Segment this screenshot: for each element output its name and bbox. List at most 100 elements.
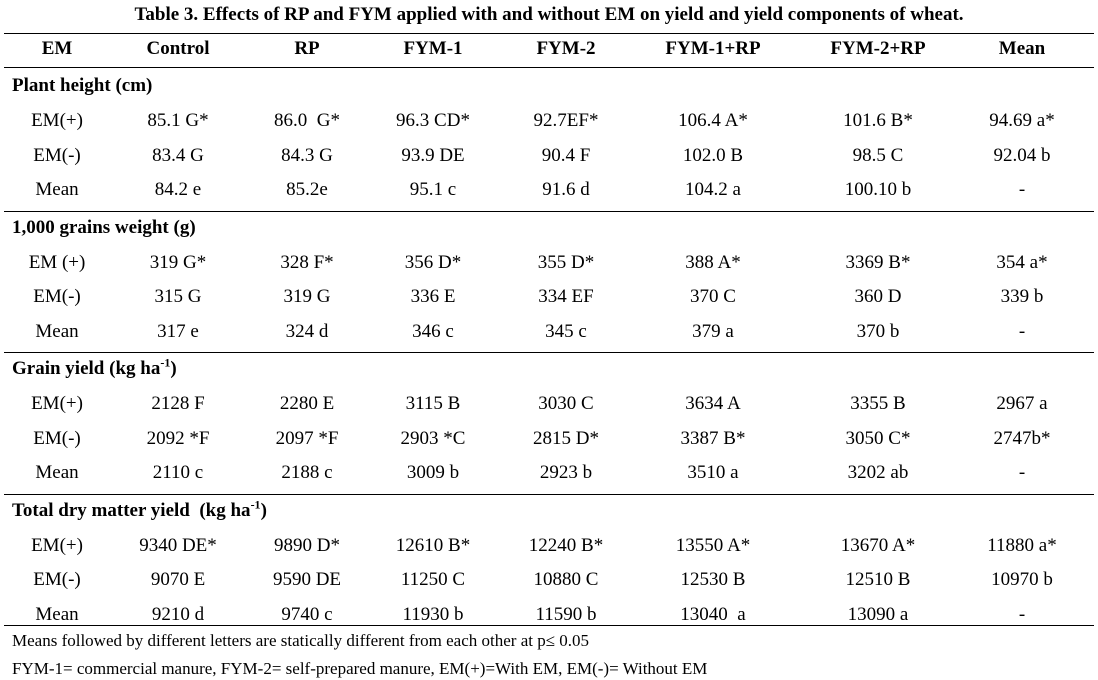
cell: 336 E [410, 286, 456, 307]
cell: 3369 B* [845, 251, 911, 273]
cell: 356 D* [404, 251, 462, 273]
header-cell: FYM-2+RP [830, 38, 926, 59]
cell: 13670 A* [840, 534, 916, 556]
cell: 9210 d [151, 603, 205, 625]
cell: 98.5 C [852, 144, 904, 166]
row-label: EM(-) [33, 427, 81, 449]
cell: 106.4 A* [678, 110, 748, 131]
cell: - [1018, 462, 1026, 483]
section-title-text: 1,000 grains weight (g) [12, 216, 196, 238]
header-cell: FYM-1 [403, 38, 463, 59]
cell: 324 d [285, 320, 329, 342]
cell: 94.69 a* [989, 110, 1055, 131]
cell: 91.6 d [542, 179, 590, 200]
row-label: Mean [35, 603, 79, 625]
section-title-text: Grain yield (kg ha [12, 358, 161, 379]
section-title: Grain yield (kg ha-1) [12, 355, 177, 380]
cell: 13040 a [680, 603, 746, 625]
cell: 370 C [690, 286, 736, 307]
cell: 319 G* [149, 251, 207, 273]
cell: 10880 C [533, 569, 599, 590]
cell: 13090 a [847, 603, 909, 625]
cell: 85.2e [286, 179, 328, 200]
cell: 2097 *F [275, 427, 339, 449]
cell: 334 EF [538, 286, 594, 307]
cell: 370 b [856, 320, 900, 342]
cell: 85.1 G* [147, 110, 209, 131]
cell: 104.2 a [685, 179, 741, 200]
cell: 9340 DE* [139, 534, 217, 556]
cell: 2188 c [281, 462, 333, 483]
cell: 90.4 F [541, 144, 591, 166]
cell: 3387 B* [680, 427, 746, 449]
row-label: EM(+) [31, 110, 83, 131]
footnote: FYM-1= commercial manure, FYM-2= self-pr… [12, 659, 708, 678]
cell: - [1018, 603, 1026, 625]
cell: 3115 B [405, 393, 461, 414]
row-label: EM(-) [33, 144, 81, 166]
cell: 328 F* [280, 251, 334, 273]
row-label: EM(-) [33, 286, 81, 307]
cell: 3634 A [685, 393, 741, 414]
cell: 101.6 B* [843, 110, 913, 131]
cell: 3030 C [538, 393, 594, 414]
cell: 9590 DE [272, 569, 342, 590]
cell: 3009 b [406, 462, 460, 483]
cell: 9070 E [150, 569, 206, 590]
cell: 355 D* [537, 251, 595, 273]
cell: 11880 a* [987, 534, 1057, 556]
rule [4, 210, 1094, 212]
section-title-sup: -1 [160, 355, 171, 370]
section-title-text: Plant height (cm) [12, 75, 153, 96]
rule [4, 67, 1094, 68]
cell: 10970 b [991, 569, 1053, 590]
cell: 360 D [854, 286, 902, 307]
cell: 3355 B [850, 393, 906, 414]
cell: 84.3 G [281, 144, 333, 166]
cell: 93.9 DE [401, 144, 465, 166]
section-title: Total dry matter yield (kg ha-1) [12, 497, 267, 522]
row-label: EM(+) [31, 393, 83, 414]
cell: 317 e [157, 320, 199, 342]
header-cell: EM [41, 38, 73, 59]
cell: - [1018, 320, 1026, 342]
cell: 86.0 G* [274, 110, 340, 131]
cell: 2815 D* [533, 427, 599, 449]
cell: 84.2 e [154, 179, 202, 200]
rule [4, 352, 1094, 353]
row-label: EM (+) [28, 251, 86, 273]
row-label: Mean [35, 179, 79, 200]
cell: 11930 b [402, 603, 464, 625]
cell: 2747b* [993, 427, 1051, 449]
cell: 11250 C [400, 569, 466, 590]
cell: - [1018, 179, 1026, 200]
cell: 83.4 G [152, 144, 204, 166]
footnote: Means followed by different letters are … [12, 631, 590, 650]
cell: 2903 *C [400, 427, 466, 449]
cell: 11590 b [535, 603, 597, 625]
cell: 315 G [154, 286, 202, 307]
cell: 2923 b [539, 462, 593, 483]
section-title-end: ) [260, 499, 267, 521]
section-title-text: Total dry matter yield (kg ha [12, 499, 251, 521]
row-label: EM(+) [31, 534, 83, 556]
cell: 2128 F [151, 393, 205, 414]
cell: 100.10 b [844, 179, 912, 200]
cell: 92.04 b [993, 144, 1051, 166]
cell: 339 b [1000, 286, 1044, 307]
table-title: Table 3. Effects of RP and FYM applied w… [134, 4, 964, 25]
cell: 12510 B [845, 569, 911, 590]
cell: 2092 *F [146, 427, 210, 449]
cell: 354 a* [996, 251, 1048, 273]
rule [4, 625, 1094, 626]
row-label: Mean [35, 320, 79, 342]
section-title: Plant height (cm) [12, 75, 152, 97]
section-title-end: ) [170, 358, 177, 379]
cell: 345 c [545, 320, 587, 342]
header-cell: FYM-2 [536, 38, 596, 59]
cell: 12530 B [680, 569, 746, 590]
header-cell: FYM-1+RP [665, 38, 761, 59]
section-title: 1,000 grains weight (g) [12, 217, 196, 239]
section-title-sup: -1 [250, 497, 261, 512]
